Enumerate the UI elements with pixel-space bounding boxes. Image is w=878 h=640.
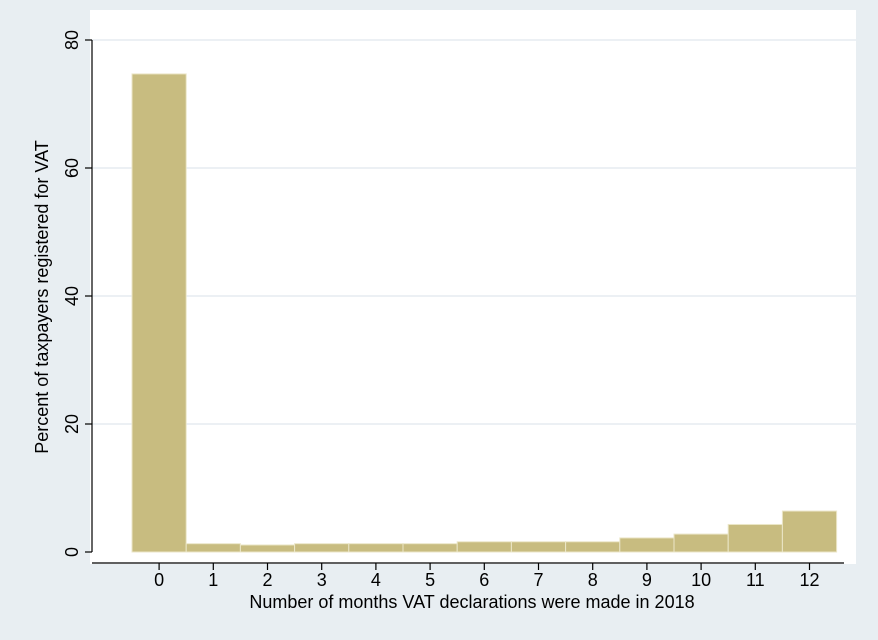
x-axis: 0 1 2 3 4 5 6 7 8 9 10 11 12 (92, 562, 844, 590)
y-tick-label: 60 (62, 158, 82, 178)
bar-7 (510, 541, 567, 553)
bar-3 (294, 543, 350, 553)
bar-6 (456, 541, 512, 553)
x-tick-label: 6 (479, 570, 489, 590)
bar-4 (348, 543, 404, 553)
bar-8 (565, 541, 621, 553)
x-axis-label: Number of months VAT declarations were m… (249, 592, 694, 612)
bar-9 (619, 537, 675, 553)
y-tick-label: 40 (62, 286, 82, 306)
y-tick-label: 20 (62, 414, 82, 434)
y-tick-label: 80 (62, 30, 82, 50)
x-tick-label: 9 (642, 570, 652, 590)
bar-0 (131, 73, 187, 553)
plot-area (90, 10, 856, 564)
bars (131, 73, 838, 553)
bar-11 (727, 523, 783, 553)
gridlines (92, 39, 856, 425)
x-tick-label: 3 (317, 570, 327, 590)
x-tick-label: 2 (262, 570, 272, 590)
x-tick-label: 12 (799, 570, 819, 590)
x-tick-label: 8 (588, 570, 598, 590)
x-tick-label: 4 (371, 570, 381, 590)
y-axis: 0 20 40 60 80 (62, 30, 93, 557)
x-tick-label: 5 (425, 570, 435, 590)
bar-1 (185, 543, 241, 553)
bar-5 (402, 543, 458, 553)
x-tick-label: 1 (208, 570, 218, 590)
bar-10 (673, 533, 729, 553)
x-tick-label: 11 (746, 570, 765, 590)
x-tick-label: 10 (691, 570, 711, 590)
x-tick-label: 0 (154, 570, 164, 590)
y-tick-label: 0 (62, 547, 82, 557)
y-axis-label: Percent of taxpayers registered for VAT (32, 140, 52, 453)
bar-12 (781, 510, 838, 553)
x-tick-label: 7 (533, 570, 543, 590)
bar-2 (239, 544, 296, 553)
